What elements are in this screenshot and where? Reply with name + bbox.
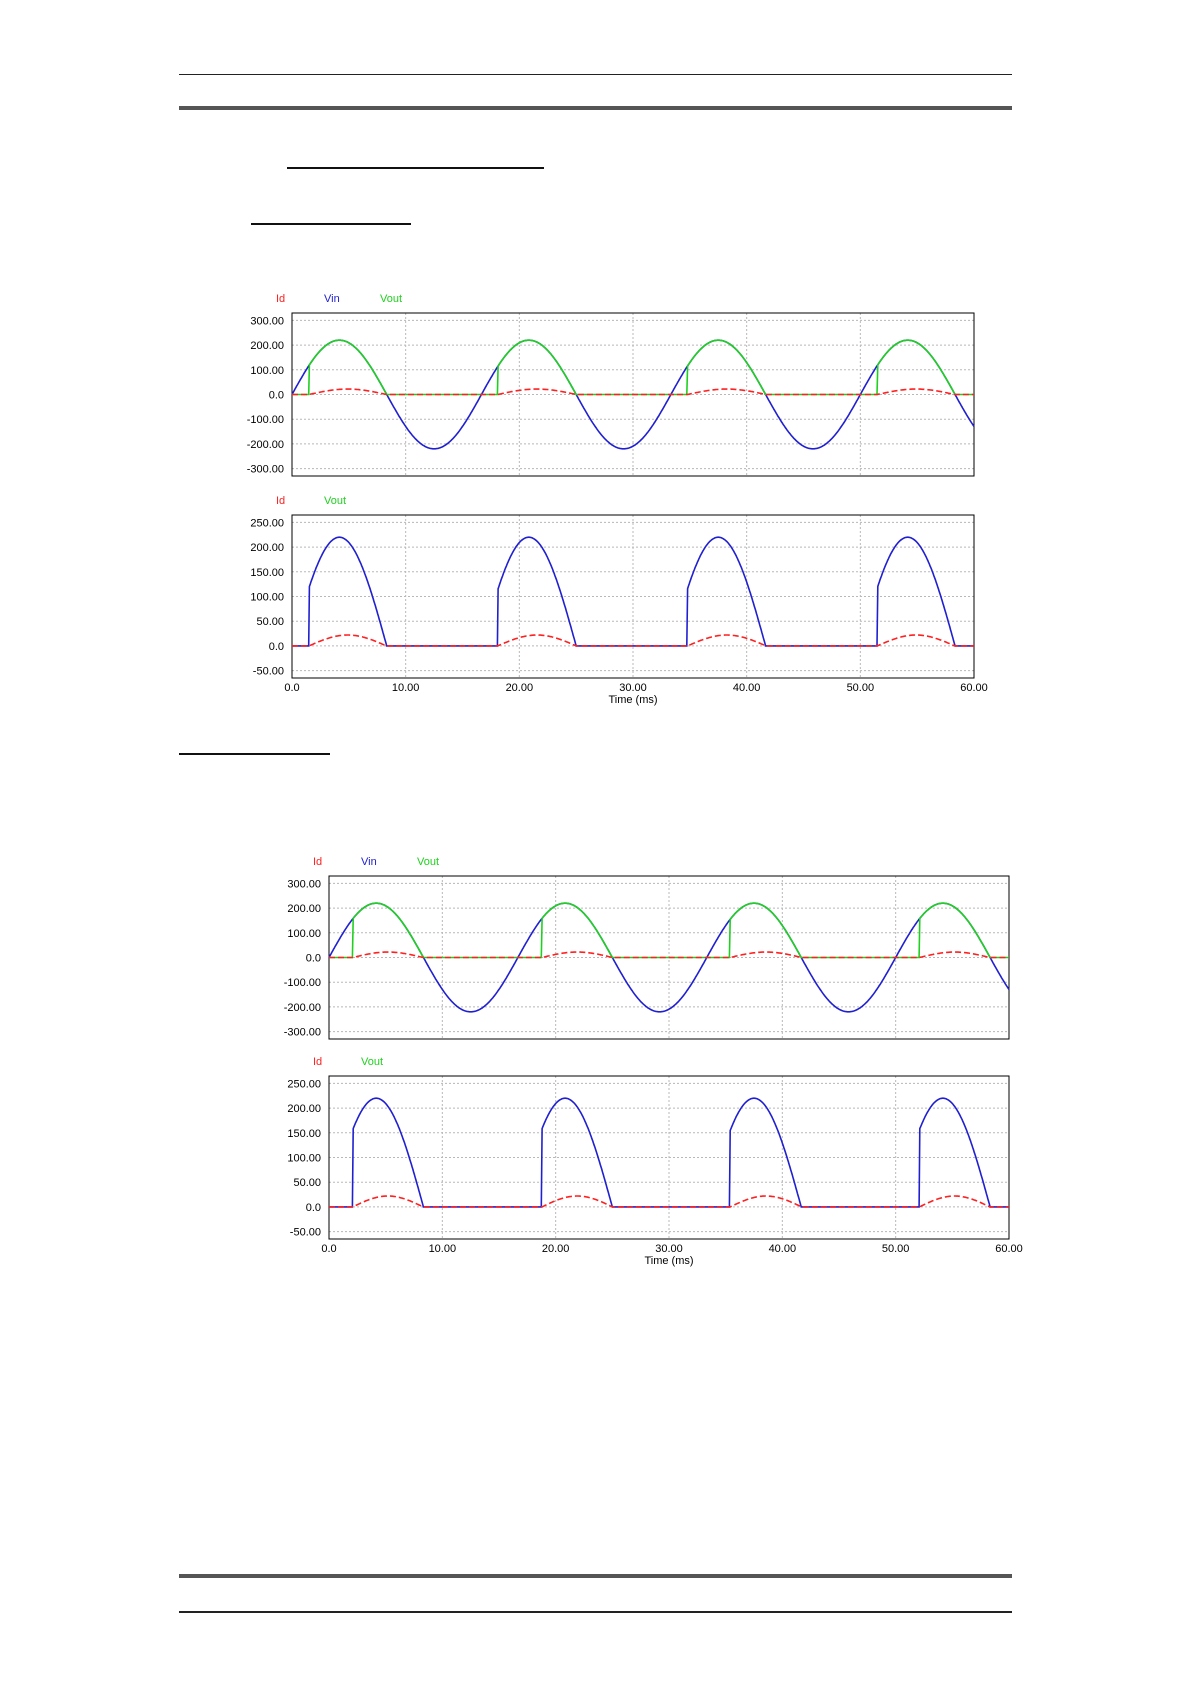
- x-tick-label: 20.00: [542, 1243, 570, 1255]
- heading-underline-3: [179, 753, 330, 755]
- chart-panel-2: [291, 514, 975, 679]
- y-tick-label: 50.00: [293, 1177, 321, 1189]
- x-axis-label: Time (ms): [608, 694, 657, 706]
- plot-frame: [291, 514, 975, 679]
- chart-panel-3: [328, 875, 1010, 1040]
- y-tick-label: 100.00: [250, 592, 284, 604]
- y-tick-label: 100.00: [287, 1153, 321, 1165]
- heading-underline-1: [287, 167, 544, 169]
- y-tick-label: 200.00: [250, 340, 284, 352]
- chart-panel-1: [291, 312, 975, 477]
- legend-entry: Vout: [380, 293, 402, 305]
- x-tick-label: 60.00: [995, 1243, 1023, 1255]
- x-tick-label: 30.00: [619, 682, 647, 694]
- legend-entry: Id: [313, 1056, 322, 1068]
- y-tick-label: -50.00: [253, 666, 284, 678]
- y-tick-label: 150.00: [250, 567, 284, 579]
- y-tick-label: -100.00: [284, 977, 321, 989]
- series-id-line: [292, 634, 974, 647]
- header-rule-thick: [179, 106, 1012, 110]
- footer-rule-thin: [179, 1611, 1012, 1613]
- y-tick-label: -200.00: [284, 1002, 321, 1014]
- legend-entry: Vout: [324, 495, 346, 507]
- x-tick-label: 50.00: [882, 1243, 910, 1255]
- heading-underline-2: [251, 223, 411, 225]
- y-tick-label: 250.00: [250, 517, 284, 529]
- y-tick-label: 0.0: [306, 1202, 321, 1214]
- x-tick-label: 40.00: [733, 682, 761, 694]
- chart-panel-4: [328, 1075, 1010, 1240]
- series-id-line: [292, 388, 974, 396]
- y-tick-label: -50.00: [290, 1227, 321, 1239]
- y-tick-label: 200.00: [287, 1103, 321, 1115]
- y-tick-label: -100.00: [247, 414, 284, 426]
- y-tick-label: 0.0: [306, 953, 321, 965]
- y-tick-label: 0.0: [269, 390, 284, 402]
- y-tick-label: 100.00: [250, 365, 284, 377]
- legend-entry: Vout: [361, 1056, 383, 1068]
- legend-entry: Vout: [417, 856, 439, 868]
- series-id-line: [329, 951, 1009, 959]
- x-tick-label: 60.00: [960, 682, 988, 694]
- x-tick-label: 30.00: [655, 1243, 683, 1255]
- x-tick-label: 0.0: [321, 1243, 336, 1255]
- y-tick-label: -300.00: [247, 464, 284, 476]
- y-tick-label: -200.00: [247, 439, 284, 451]
- x-tick-label: 10.00: [429, 1243, 457, 1255]
- y-tick-label: 150.00: [287, 1128, 321, 1140]
- y-tick-label: 200.00: [287, 903, 321, 915]
- legend-entry: Id: [313, 856, 322, 868]
- legend-entry: Id: [276, 495, 285, 507]
- y-tick-label: 50.00: [256, 616, 284, 628]
- y-tick-label: 100.00: [287, 928, 321, 940]
- x-tick-label: 10.00: [392, 682, 420, 694]
- x-tick-label: 20.00: [506, 682, 534, 694]
- footer-rule-thick: [179, 1574, 1012, 1578]
- x-tick-label: 0.0: [284, 682, 299, 694]
- y-tick-label: 200.00: [250, 542, 284, 554]
- legend-entry: Vin: [361, 856, 377, 868]
- legend-entry: Vin: [324, 293, 340, 305]
- y-tick-label: 250.00: [287, 1078, 321, 1090]
- x-tick-label: 50.00: [847, 682, 875, 694]
- y-tick-label: 300.00: [287, 878, 321, 890]
- series-id-line: [329, 1195, 1009, 1208]
- x-tick-label: 40.00: [769, 1243, 797, 1255]
- legend-entry: Id: [276, 293, 285, 305]
- y-tick-label: 0.0: [269, 641, 284, 653]
- plot-frame: [328, 1075, 1010, 1240]
- y-tick-label: 300.00: [250, 315, 284, 327]
- x-axis-label: Time (ms): [644, 1255, 693, 1267]
- header-rule-thin: [179, 74, 1012, 75]
- y-tick-label: -300.00: [284, 1027, 321, 1039]
